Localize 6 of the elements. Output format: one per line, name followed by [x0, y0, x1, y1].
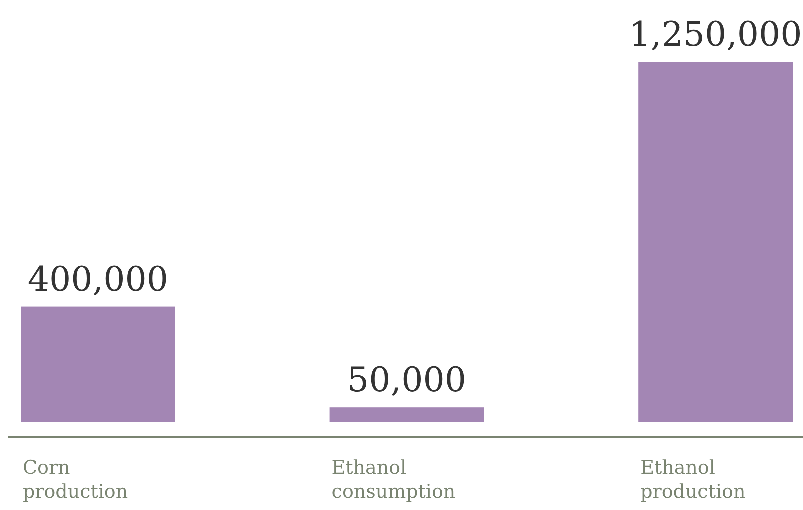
- data-label: 1,250,000: [629, 15, 802, 55]
- data-label: 400,000: [28, 260, 169, 300]
- data-label: 50,000: [348, 360, 466, 401]
- x-tick-label: Ethanol production: [640, 457, 746, 503]
- x-tick-label: Ethanol consumption: [332, 457, 456, 503]
- x-tick-label: Corn production: [23, 457, 128, 503]
